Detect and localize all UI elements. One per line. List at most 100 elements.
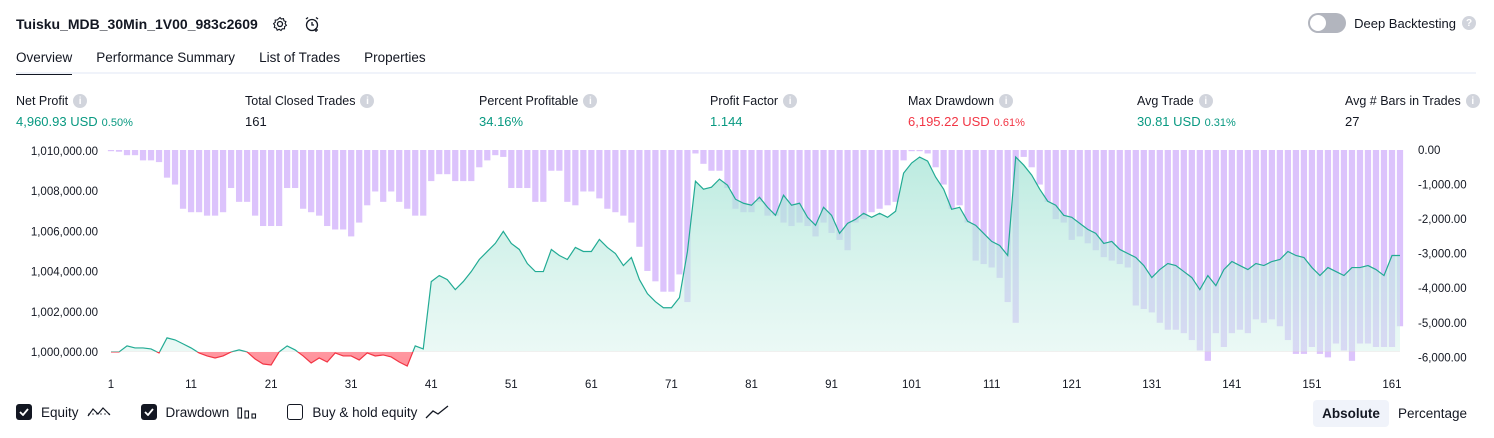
info-icon[interactable]: i xyxy=(1465,94,1480,108)
drawdown-bar xyxy=(404,150,411,209)
drawdown-bar xyxy=(468,150,475,182)
drawdown-bar xyxy=(556,150,563,171)
info-icon[interactable]: i xyxy=(360,94,375,108)
drawdown-bar xyxy=(796,150,803,223)
drawdown-bar xyxy=(636,150,643,247)
gear-icon[interactable] xyxy=(270,14,290,34)
drawdown-bar xyxy=(444,150,451,175)
drawdown-bar xyxy=(364,150,371,206)
drawdown-bar xyxy=(860,150,867,220)
x-axis-tick: 161 xyxy=(1382,379,1401,391)
trend-line-icon xyxy=(425,405,449,419)
drawdown-bar xyxy=(748,150,755,213)
stat-profit-factor: Profit Factor i 1.144 xyxy=(710,93,798,129)
drawdown-bar xyxy=(620,150,627,216)
drawdown-bar xyxy=(1364,150,1372,344)
drawdown-bar xyxy=(812,150,819,237)
tab-performance-summary[interactable]: Performance Summary xyxy=(96,50,236,65)
bars-icon xyxy=(237,405,257,419)
stat-value: 4,960.93 USD xyxy=(16,114,98,129)
drawdown-bar xyxy=(1116,150,1123,265)
equity-checkbox[interactable] xyxy=(16,404,32,420)
percentage-button[interactable]: Percentage xyxy=(1397,406,1467,421)
x-axis-tick: 101 xyxy=(902,379,921,391)
drawdown-bar xyxy=(820,150,827,223)
info-icon[interactable]: i xyxy=(999,94,1014,108)
drawdown-bar xyxy=(1380,150,1388,347)
drawdown-bar xyxy=(1180,150,1187,334)
strategy-header: Tuisku_MDB_30Min_1V00_983c2609 xyxy=(16,12,322,36)
tab-overview[interactable]: Overview xyxy=(16,44,73,75)
tab-list-of-trades[interactable]: List of Trades xyxy=(259,50,341,65)
left-axis-tick: 1,004,000.00 xyxy=(31,267,98,279)
legend-drawdown-label: Drawdown xyxy=(165,404,230,420)
drawdown-bar xyxy=(900,150,907,161)
stat-max-drawdown: Max Drawdown i 6,195.22 USD 0.61% xyxy=(908,93,1025,129)
stat-value: 30.81 USD xyxy=(1137,114,1201,129)
drawdown-bar xyxy=(564,150,571,202)
drawdown-bar xyxy=(932,150,939,168)
drawdown-bar xyxy=(372,150,379,192)
buy-hold-checkbox[interactable] xyxy=(287,404,304,420)
drawdown-bar xyxy=(332,150,339,230)
drawdown-bar xyxy=(211,150,219,216)
drawdown-bar xyxy=(155,150,163,163)
equity-drawdown-chart[interactable]: 1,010,000.00 1,008,000.00 1,006,000.00 1,00… xyxy=(0,138,1494,396)
strategy-title: Tuisku_MDB_30Min_1V00_983c2609 xyxy=(16,16,258,32)
stat-avg-bars: Avg # Bars in Trades i 27 xyxy=(1345,93,1480,129)
drawdown-bar xyxy=(476,150,483,168)
info-icon[interactable]: i xyxy=(783,94,798,108)
drawdown-bar xyxy=(1236,150,1243,330)
stat-percent-profitable: Percent Profitable i 34.16% xyxy=(479,93,598,129)
info-icon[interactable]: i xyxy=(1198,94,1213,108)
drawdown-bar xyxy=(948,150,955,209)
drawdown-bar xyxy=(1244,150,1251,334)
drawdown-bar xyxy=(251,150,259,216)
stat-avg-trade: Avg Trade i 30.81 USD 0.31% xyxy=(1137,93,1236,129)
drawdown-bar xyxy=(492,150,499,156)
deep-backtesting-toggle[interactable] xyxy=(1308,13,1347,33)
legend-buy-hold[interactable]: Buy & hold equity xyxy=(287,404,449,420)
deep-backtesting: Deep Backtesting ? xyxy=(1308,13,1476,33)
drawdown-bar xyxy=(524,150,531,189)
drawdown-bar xyxy=(1308,150,1316,347)
drawdown-bar xyxy=(868,150,875,213)
drawdown-bar xyxy=(1252,150,1260,320)
drawdown-bar xyxy=(1300,150,1308,354)
info-icon[interactable]: i xyxy=(73,94,88,108)
question-icon[interactable]: ? xyxy=(1462,16,1476,30)
drawdown-bar xyxy=(1316,150,1324,354)
drawdown-bar xyxy=(1388,150,1396,347)
stat-value: 1.144 xyxy=(710,114,743,129)
drawdown-bar xyxy=(724,150,731,189)
drawdown-checkbox[interactable] xyxy=(140,404,157,420)
absolute-button[interactable]: Absolute xyxy=(1313,400,1389,427)
legend-drawdown[interactable]: Drawdown xyxy=(140,404,258,420)
drawdown-bar xyxy=(828,150,835,233)
drawdown-bar xyxy=(876,150,883,209)
drawdown-bar xyxy=(292,150,299,189)
drawdown-bar xyxy=(988,150,995,268)
drawdown-bar xyxy=(1004,150,1011,303)
left-axis-tick: 1,006,000.00 xyxy=(31,226,98,238)
drawdown-bar xyxy=(1332,150,1340,344)
chart-legend: Equity Drawdown Buy & hold equity xyxy=(16,404,479,420)
drawdown-bar xyxy=(179,150,187,209)
drawdown-bar xyxy=(1212,150,1219,334)
drawdown-bar xyxy=(203,150,211,216)
legend-equity[interactable]: Equity xyxy=(16,404,111,420)
drawdown-bar xyxy=(268,150,275,227)
drawdown-bar xyxy=(764,150,771,216)
drawdown-bar xyxy=(388,150,395,192)
equity-area-positive xyxy=(111,157,1400,352)
drawdown-bar xyxy=(300,150,307,209)
alarm-clock-icon[interactable] xyxy=(302,14,322,34)
drawdown-bar xyxy=(700,150,707,164)
tab-properties[interactable]: Properties xyxy=(364,50,426,65)
drawdown-bar xyxy=(1140,150,1147,309)
x-axis-tick: 51 xyxy=(505,379,518,391)
drawdown-bar xyxy=(980,150,987,265)
drawdown-bar xyxy=(123,150,131,156)
info-icon[interactable]: i xyxy=(583,94,598,108)
drawdown-bar xyxy=(684,150,691,303)
